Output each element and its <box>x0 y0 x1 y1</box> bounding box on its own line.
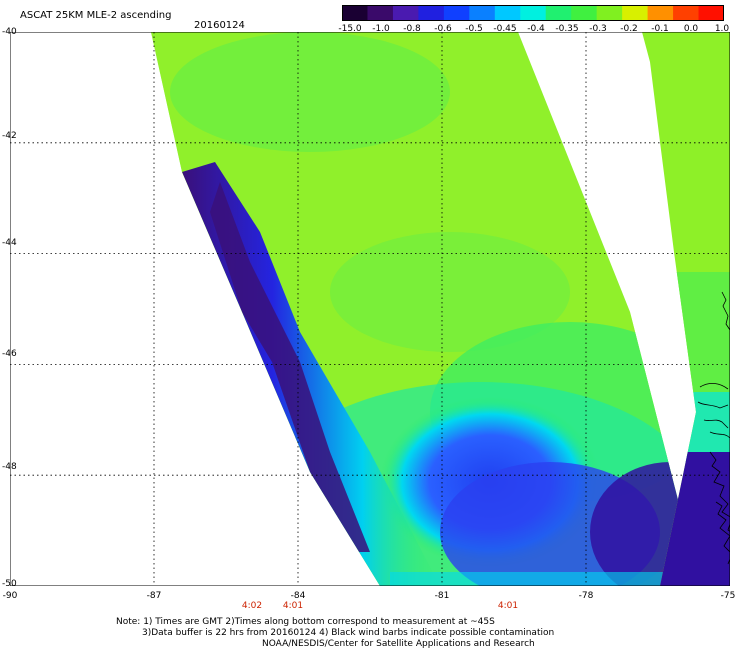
colorbar-swatch <box>622 5 649 21</box>
colorbar-swatch <box>596 5 623 21</box>
colorbar-label: -1.0 <box>372 24 390 34</box>
colorbar-label: -0.35 <box>555 24 579 34</box>
lat-label: -42 <box>2 131 17 141</box>
colorbar-label: -0.45 <box>493 24 517 34</box>
colorbar-swatch <box>392 5 419 21</box>
colorbar-label: 1.0 <box>714 24 730 34</box>
note-line-2: 3)Data buffer is 22 hrs from 20160124 4)… <box>142 628 555 638</box>
colorbar-label: -0.4 <box>527 24 545 34</box>
colorbar-label: -15.0 <box>338 24 362 34</box>
lon-label: -78 <box>578 591 594 601</box>
colorbar-label: -0.2 <box>620 24 638 34</box>
colorbar-labels: -15.0 -1.0 -0.8 -0.6 -0.5 -0.45 -0.4 -0.35 -0.3 -… <box>330 24 740 36</box>
lon-label: -75 <box>720 591 736 601</box>
lon-label: -84 <box>290 591 306 601</box>
map-title: ASCAT 25KM MLE-2 ascending <box>20 10 172 21</box>
colorbar-label: -0.3 <box>589 24 607 34</box>
note-line-1: Note: 1) Times are GMT 2)Times along bot… <box>116 617 495 627</box>
colorbar-label: -0.1 <box>651 24 669 34</box>
lon-label: -90 <box>2 591 18 601</box>
map-canvas <box>10 32 730 586</box>
colorbar-label: -0.5 <box>465 24 483 34</box>
time-label: 4:02 <box>241 601 263 611</box>
colorbar-swatch <box>418 5 445 21</box>
colorbar-swatch <box>571 5 598 21</box>
swath-main <box>151 32 700 586</box>
map-plot <box>10 32 730 586</box>
colorbar-swatch <box>698 5 724 21</box>
colorbar-label: 0.0 <box>683 24 699 34</box>
colorbar-swatch <box>520 5 547 21</box>
lat-label: -50 <box>2 579 17 589</box>
colorbar-swatch <box>367 5 394 21</box>
lon-label: -81 <box>434 591 450 601</box>
colorbar-border <box>342 5 724 21</box>
colorbar-swatch <box>443 5 470 21</box>
colorbar-label: -0.8 <box>403 24 421 34</box>
lat-label: -40 <box>2 27 17 37</box>
colorbar-label: -0.6 <box>434 24 452 34</box>
colorbar-swatch <box>494 5 521 21</box>
colorbar-swatch <box>342 5 368 21</box>
lat-label: -48 <box>2 462 17 472</box>
time-label: 4:01 <box>282 601 304 611</box>
colorbar-swatch <box>673 5 700 21</box>
grid-lines <box>10 32 730 586</box>
lat-label: -44 <box>2 238 17 248</box>
note-line-3: NOAA/NESDIS/Center for Satellite Applica… <box>262 639 535 649</box>
colorbar <box>342 5 724 21</box>
time-label: 4:01 <box>497 601 519 611</box>
lat-label: -46 <box>2 349 17 359</box>
colorbar-swatch <box>469 5 496 21</box>
colorbar-swatch <box>545 5 572 21</box>
colorbar-swatch <box>647 5 674 21</box>
coastline <box>697 291 730 565</box>
map-date: 20160124 <box>194 20 245 31</box>
lon-label: -87 <box>146 591 162 601</box>
